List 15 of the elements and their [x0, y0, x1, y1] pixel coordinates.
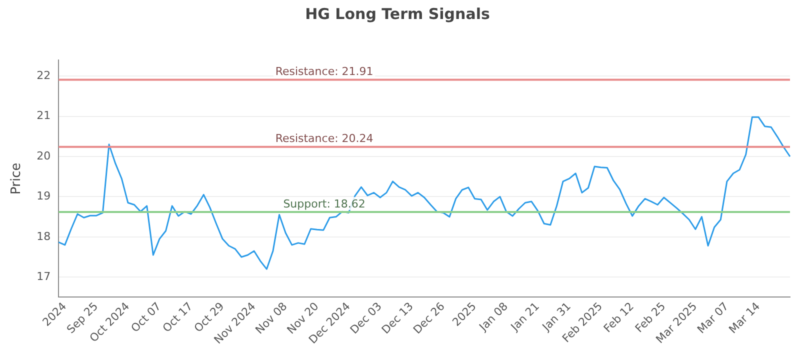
- y-axis-title: Price: [9, 162, 24, 194]
- x-tick-label: Dec 26: [410, 300, 448, 336]
- y-tick-label: 22: [36, 68, 51, 82]
- chart-title: HG Long Term Signals: [305, 4, 490, 23]
- y-tick-label: 17: [36, 270, 51, 283]
- x-tick-label: Jan 21: [508, 300, 542, 334]
- y-tick-label: 20: [36, 149, 51, 162]
- ref-line-label: Resistance: 20.24: [275, 132, 374, 146]
- ref-line-label: Support: 18.62: [283, 197, 366, 210]
- x-tick-label: Mar 14: [726, 300, 763, 336]
- y-tick-label: 21: [36, 109, 51, 122]
- x-tick-label: Jan 08: [476, 300, 510, 334]
- y-tick-label: 19: [36, 190, 51, 203]
- y-tick-label: 18: [36, 230, 51, 243]
- ref-line-label: Resistance: 21.91: [275, 65, 374, 78]
